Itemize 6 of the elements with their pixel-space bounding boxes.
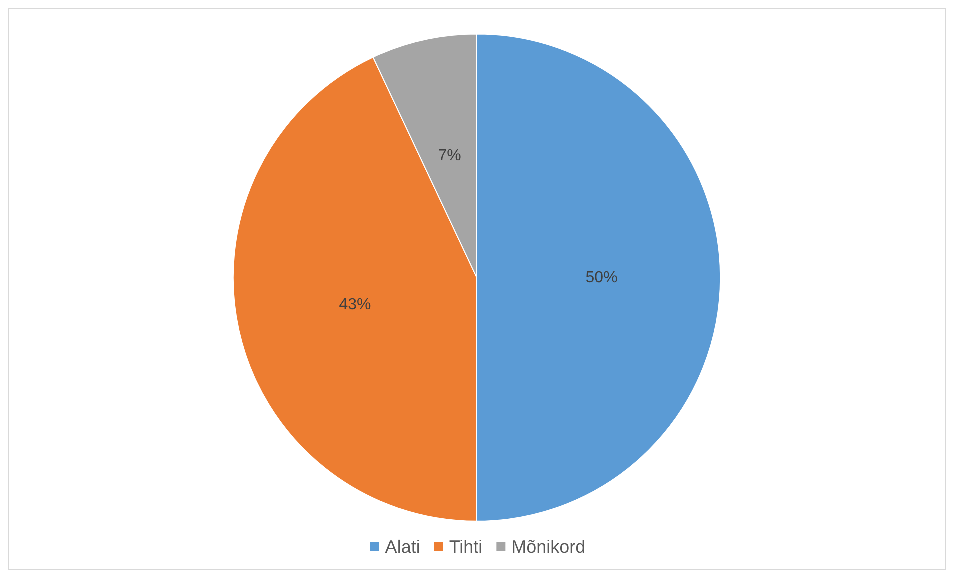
legend-label: Mõnikord xyxy=(512,537,586,557)
legend-label: Tihti xyxy=(449,537,483,557)
legend-label: Alati xyxy=(385,537,420,557)
data-label: 43% xyxy=(339,296,372,314)
data-label: 7% xyxy=(438,148,462,165)
data-label: 50% xyxy=(586,269,618,286)
